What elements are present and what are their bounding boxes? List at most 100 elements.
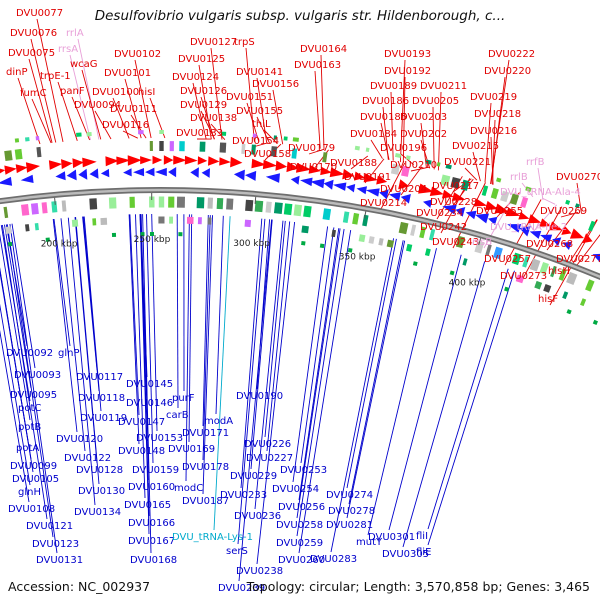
reverse-gene-arrow (0, 176, 13, 186)
label-leader-line (520, 206, 563, 283)
label-leader-line (380, 162, 406, 210)
gene-label: DVU0260 (278, 555, 325, 566)
cog-box-inner (529, 258, 541, 272)
reverse-gene-arrow (323, 179, 334, 190)
gene-label: DVU0186 (362, 96, 409, 107)
gc-marker (504, 286, 510, 292)
cog-box-outer2 (574, 203, 580, 209)
reverse-gene-arrow (300, 177, 313, 187)
gene-label: DVU0217 (432, 181, 479, 192)
label-leader-line (298, 230, 352, 554)
label-leader-line (541, 197, 556, 205)
gene-label: DVU0229 (230, 471, 277, 482)
cog-box-inner (158, 196, 165, 208)
backbone-highlight (0, 188, 600, 279)
cog-box-inner (352, 212, 360, 225)
scale-tick-mark (364, 211, 367, 219)
label-leader-line (254, 220, 284, 510)
gene-label: DVU0160 (128, 482, 175, 493)
label-leader-line (176, 214, 179, 409)
gene-label: DVU0123 (32, 539, 79, 550)
gene-label: DVU0216 (470, 126, 517, 137)
reverse-gene-arrow (20, 174, 34, 183)
reverse-gene-arrow (168, 167, 177, 178)
label-leader-line (367, 248, 437, 536)
label-leader-line (272, 89, 284, 145)
gene-label: DVU0138 (190, 113, 237, 124)
gene-label: rrfB (526, 157, 545, 168)
forward-gene-arrow (152, 155, 163, 165)
label-leader-line (427, 270, 515, 546)
gene-label: DVU0192 (384, 66, 431, 77)
label-leader-line (256, 221, 296, 565)
gc-marker (566, 309, 572, 315)
reverse-gene-arrow (145, 167, 155, 177)
label-leader-line (549, 219, 598, 306)
label-leader-line (67, 217, 96, 506)
label-leader-line (266, 221, 291, 452)
gene-label: fumC (20, 88, 47, 99)
label-leader-line (213, 216, 231, 531)
cog-box-inner2 (4, 226, 12, 235)
gene-label: DVU0154 (232, 136, 279, 147)
reverse-gene-arrow (519, 226, 531, 237)
gene-label: rrsA (58, 44, 78, 55)
gene-label: potC (18, 403, 41, 414)
gene-label: DVU0178 (182, 462, 229, 473)
gene-label: DVU0278 (328, 506, 375, 517)
label-leader-line (83, 216, 102, 412)
cog-box-inner (419, 226, 426, 239)
forward-gene-arrow (173, 155, 187, 165)
label-leader-line (330, 238, 395, 553)
cog-box-inner2 (378, 237, 384, 246)
cog-box-inner (493, 246, 503, 260)
label-leader-line (472, 151, 481, 182)
forward-gene-arrow (342, 168, 355, 180)
cog-box-outer2 (273, 135, 277, 140)
label-leader-line (576, 234, 600, 266)
cog-box-outer2 (24, 137, 30, 142)
label-leader-line (402, 261, 486, 548)
label-leader-line (210, 123, 226, 140)
gene-label: DVU0111 (110, 104, 157, 115)
reverse-gene-arrow (379, 189, 389, 200)
cog-box-inner (196, 197, 205, 209)
gene-label: DVU_tRNA-Lys-1 (172, 532, 253, 543)
gene-label: DVU0242 (420, 222, 467, 233)
reverse-gene-arrow (66, 169, 77, 181)
label-leader-line (296, 228, 345, 537)
cog-box-inner2 (92, 218, 97, 226)
cog-box-inner (3, 206, 9, 219)
gene-label: DVU0100 (92, 87, 139, 98)
cog-box-inner (283, 203, 293, 216)
label-leader-line (264, 220, 286, 438)
reverse-gene-arrow (155, 167, 167, 177)
scale-tick-mark (54, 197, 56, 205)
gc-marker (592, 319, 599, 326)
gene-label: DVU0211 (420, 81, 467, 92)
gene-label: DVU0117 (76, 372, 123, 383)
label-leader-line (81, 69, 102, 140)
gene-label: DVU0147 (118, 417, 165, 428)
label-leader-line (11, 223, 36, 369)
cog-box-inner2 (301, 225, 309, 234)
label-leader-line (380, 122, 390, 160)
gene-label: DVU0169 (168, 444, 215, 455)
gene-label: DVU0243 (432, 237, 479, 248)
label-leader-line (215, 215, 224, 415)
forward-gene-arrow (184, 155, 198, 165)
label-leader-line (390, 91, 394, 161)
reverse-gene-arrow (455, 207, 466, 217)
cog-box-outer (36, 146, 42, 158)
forward-gene-arrow (15, 164, 28, 174)
cog-box-outer2 (565, 199, 571, 205)
gene-label: DVU0205 (412, 96, 459, 107)
forward-gene-arrow (451, 192, 466, 201)
label-leader-line (350, 155, 369, 170)
gene-label: potB (18, 422, 41, 433)
gene-label: DVU0145 (126, 379, 173, 390)
label-leader-line (237, 218, 266, 545)
gene-label: DVU0131 (36, 555, 83, 566)
reverse-gene-arrow (310, 178, 325, 189)
gene-label: hisI (138, 87, 155, 98)
